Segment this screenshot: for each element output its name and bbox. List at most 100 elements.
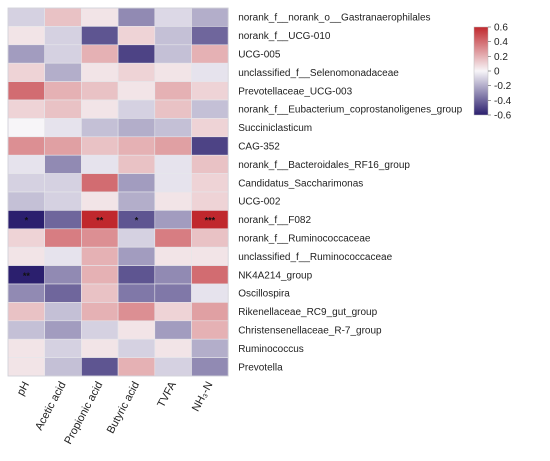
column-label: TVFA — [155, 379, 179, 410]
heatmap-cell — [191, 81, 229, 101]
column-label: pH — [15, 380, 32, 398]
heatmap-cell — [117, 246, 156, 266]
heatmap-cell — [154, 154, 192, 174]
heatmap-cell — [44, 320, 82, 340]
heatmap-cell — [117, 44, 156, 64]
heatmap-cell — [7, 228, 46, 248]
heatmap-cell — [191, 7, 229, 27]
colorbar-tick-label: -0.6 — [494, 111, 512, 122]
heatmap-cell — [154, 99, 192, 119]
heatmap-cell — [154, 173, 192, 193]
heatmap-cell — [81, 136, 119, 156]
heatmap-cell — [81, 228, 119, 248]
significance-star: *** — [205, 216, 216, 226]
heatmap-cell — [7, 99, 46, 119]
heatmap-cell — [117, 338, 156, 358]
heatmap-cell — [81, 191, 119, 211]
heatmap-cell — [117, 357, 156, 377]
heatmap-cell — [44, 210, 82, 230]
heatmap-cell — [7, 154, 46, 174]
row-label: norank_f__Bacteroidales_RF16_group — [238, 160, 410, 171]
heatmap-cell — [81, 81, 119, 101]
heatmap-cell — [81, 283, 119, 303]
heatmap-cell — [191, 228, 229, 248]
heatmap-cell — [117, 136, 156, 156]
heatmap-cell — [81, 7, 119, 27]
row-label: Oscillospira — [238, 289, 290, 300]
heatmap-cell — [7, 173, 46, 193]
row-label: Succiniclasticum — [238, 123, 312, 134]
heatmap-cell — [81, 99, 119, 119]
significance-annotations: * ** * ***** — [23, 216, 216, 281]
significance-star: ** — [96, 216, 104, 226]
heatmap-cell — [154, 283, 192, 303]
row-label: Rikenellaceae_RC9_gut_group — [238, 307, 377, 318]
heatmap-cell — [7, 44, 46, 64]
heatmap-cell — [81, 338, 119, 358]
heatmap-cell — [44, 99, 82, 119]
heatmap-cell — [81, 44, 119, 64]
heatmap-cell — [191, 173, 229, 193]
heatmap-cell — [191, 357, 229, 377]
heatmap-cell — [117, 265, 156, 285]
heatmap-cell — [81, 265, 119, 285]
heatmap-cell — [154, 302, 192, 322]
heatmap-cell — [117, 99, 156, 119]
heatmap-cell — [154, 210, 192, 230]
row-label: norank_f__Eubacterium_coprostanoligenes_… — [238, 105, 462, 116]
heatmap-cell — [117, 302, 156, 322]
colorbar-tick-label: 0.4 — [494, 37, 508, 48]
heatmap-cell — [44, 26, 82, 46]
heatmap-cell — [117, 320, 156, 340]
heatmap-cell — [81, 154, 119, 174]
heatmap-cell — [44, 302, 82, 322]
heatmap-cell — [191, 246, 229, 266]
heatmap-cell — [154, 228, 192, 248]
heatmap-cell — [191, 338, 229, 358]
heatmap-cell — [154, 44, 192, 64]
heatmap-cell — [7, 26, 46, 46]
heatmap-cell — [44, 283, 82, 303]
heatmap-cell — [44, 62, 82, 82]
heatmap-cell — [7, 302, 46, 322]
heatmap-cell — [81, 320, 119, 340]
heatmap-cell — [44, 7, 82, 27]
heatmap-cell — [7, 118, 46, 138]
heatmap-cell — [117, 154, 156, 174]
heatmap-cell — [154, 357, 192, 377]
heatmap-cell — [154, 338, 192, 358]
heatmap-border — [7, 7, 229, 377]
heatmap-cell — [7, 338, 46, 358]
row-label: CAG-352 — [238, 142, 280, 153]
significance-star: * — [25, 216, 29, 226]
significance-star: * — [135, 216, 139, 226]
heatmap-cell — [44, 191, 82, 211]
heatmap-cell — [191, 26, 229, 46]
heatmap-cell — [154, 62, 192, 82]
colorbar-ticks: 0.6 0.4 0.2 0 -0.2 -0.4 -0.6 — [488, 23, 512, 122]
heatmap-cell — [117, 173, 156, 193]
heatmap-cell — [117, 7, 156, 27]
heatmap-cell — [44, 265, 82, 285]
row-label: unclassified_f__Selenomonadaceae — [238, 68, 399, 79]
heatmap-cell — [154, 136, 192, 156]
heatmap-cell — [117, 62, 156, 82]
heatmap-cell — [44, 338, 82, 358]
column-label: Acetic acid — [33, 380, 69, 433]
heatmap-cell — [117, 228, 156, 248]
heatmap-cell — [7, 62, 46, 82]
row-label: norank_f__F082 — [238, 215, 311, 226]
column-label: Propionic acid — [62, 380, 105, 447]
row-label: Ruminococcus — [238, 344, 304, 355]
heatmap-cell — [7, 283, 46, 303]
heatmap-cell — [154, 191, 192, 211]
heatmap-cell — [81, 118, 119, 138]
row-label: UCG-005 — [238, 50, 281, 61]
column-label: Butyric acid — [105, 380, 142, 436]
heatmap-cell — [7, 81, 46, 101]
row-label: Candidatus_Saccharimonas — [238, 178, 363, 189]
heatmap-cell — [81, 173, 119, 193]
heatmap-cell — [7, 7, 46, 27]
colorbar-tick-label: 0 — [494, 67, 500, 78]
heatmap-cell — [154, 81, 192, 101]
